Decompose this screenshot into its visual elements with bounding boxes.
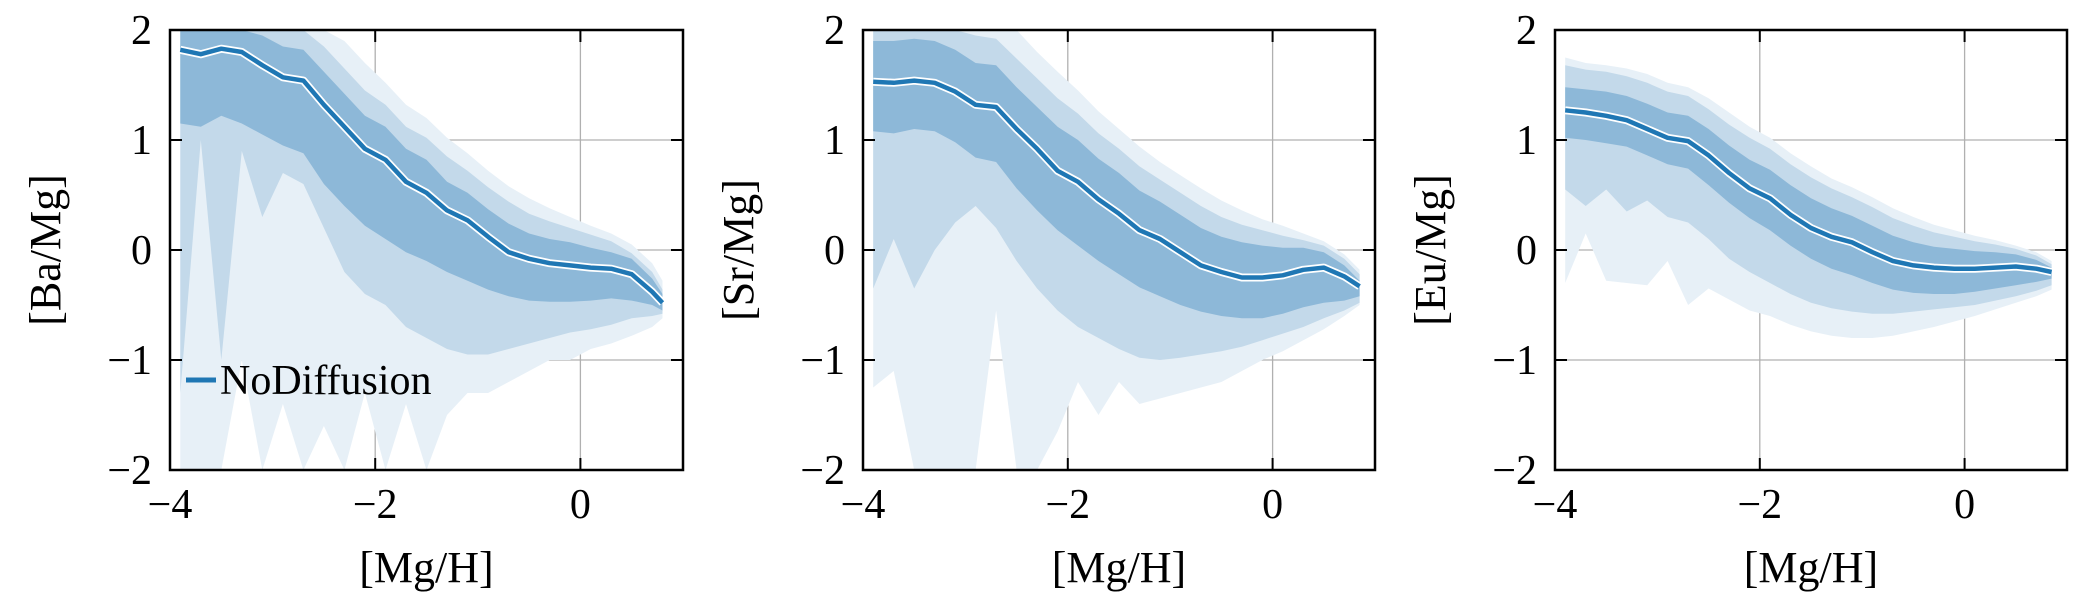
y-tick-label: −1	[1492, 338, 1537, 384]
x-axis-label: [Mg/H]	[359, 543, 493, 592]
y-axis-label: [Ba/Mg]	[21, 174, 70, 326]
median-line	[179, 46, 665, 305]
y-tick-label: 2	[131, 8, 152, 54]
x-tick-label: −4	[148, 482, 193, 528]
median-line	[1564, 108, 2053, 275]
y-tick-label: 1	[824, 118, 845, 164]
y-tick-label: 1	[131, 118, 152, 164]
y-tick-label: −1	[107, 338, 152, 384]
y-tick-label: −2	[800, 448, 845, 494]
x-axis-label: [Mg/H]	[1744, 543, 1878, 592]
plot-area	[872, 30, 1362, 470]
x-tick-label: −2	[353, 482, 398, 528]
y-axis-label: [Eu/Mg]	[1406, 174, 1455, 326]
x-tick-label: −2	[1045, 482, 1090, 528]
y-tick-label: 0	[1516, 228, 1537, 274]
y-tick-label: 0	[824, 228, 845, 274]
band-68	[180, 30, 663, 311]
y-tick-label: −1	[800, 338, 845, 384]
x-tick-label: 0	[1262, 482, 1283, 528]
median-line	[873, 78, 1361, 289]
y-tick-label: 1	[1516, 118, 1537, 164]
plot-area	[179, 30, 666, 470]
y-tick-label: −2	[107, 448, 152, 494]
x-axis-label: [Mg/H]	[1052, 543, 1186, 592]
y-tick-label: 2	[824, 8, 845, 54]
y-tick-label: −2	[1492, 448, 1537, 494]
x-tick-label: −4	[841, 482, 886, 528]
x-tick-label: −4	[1533, 482, 1578, 528]
y-tick-label: 0	[131, 228, 152, 274]
y-axis-label: [Sr/Mg]	[714, 179, 763, 321]
x-tick-label: 0	[570, 482, 591, 528]
x-tick-label: 0	[1954, 482, 1975, 528]
y-tick-label: 2	[1516, 8, 1537, 54]
plot-area	[1564, 57, 2053, 338]
legend-label: NoDiffusion	[220, 358, 432, 404]
x-tick-label: −2	[1737, 482, 1782, 528]
